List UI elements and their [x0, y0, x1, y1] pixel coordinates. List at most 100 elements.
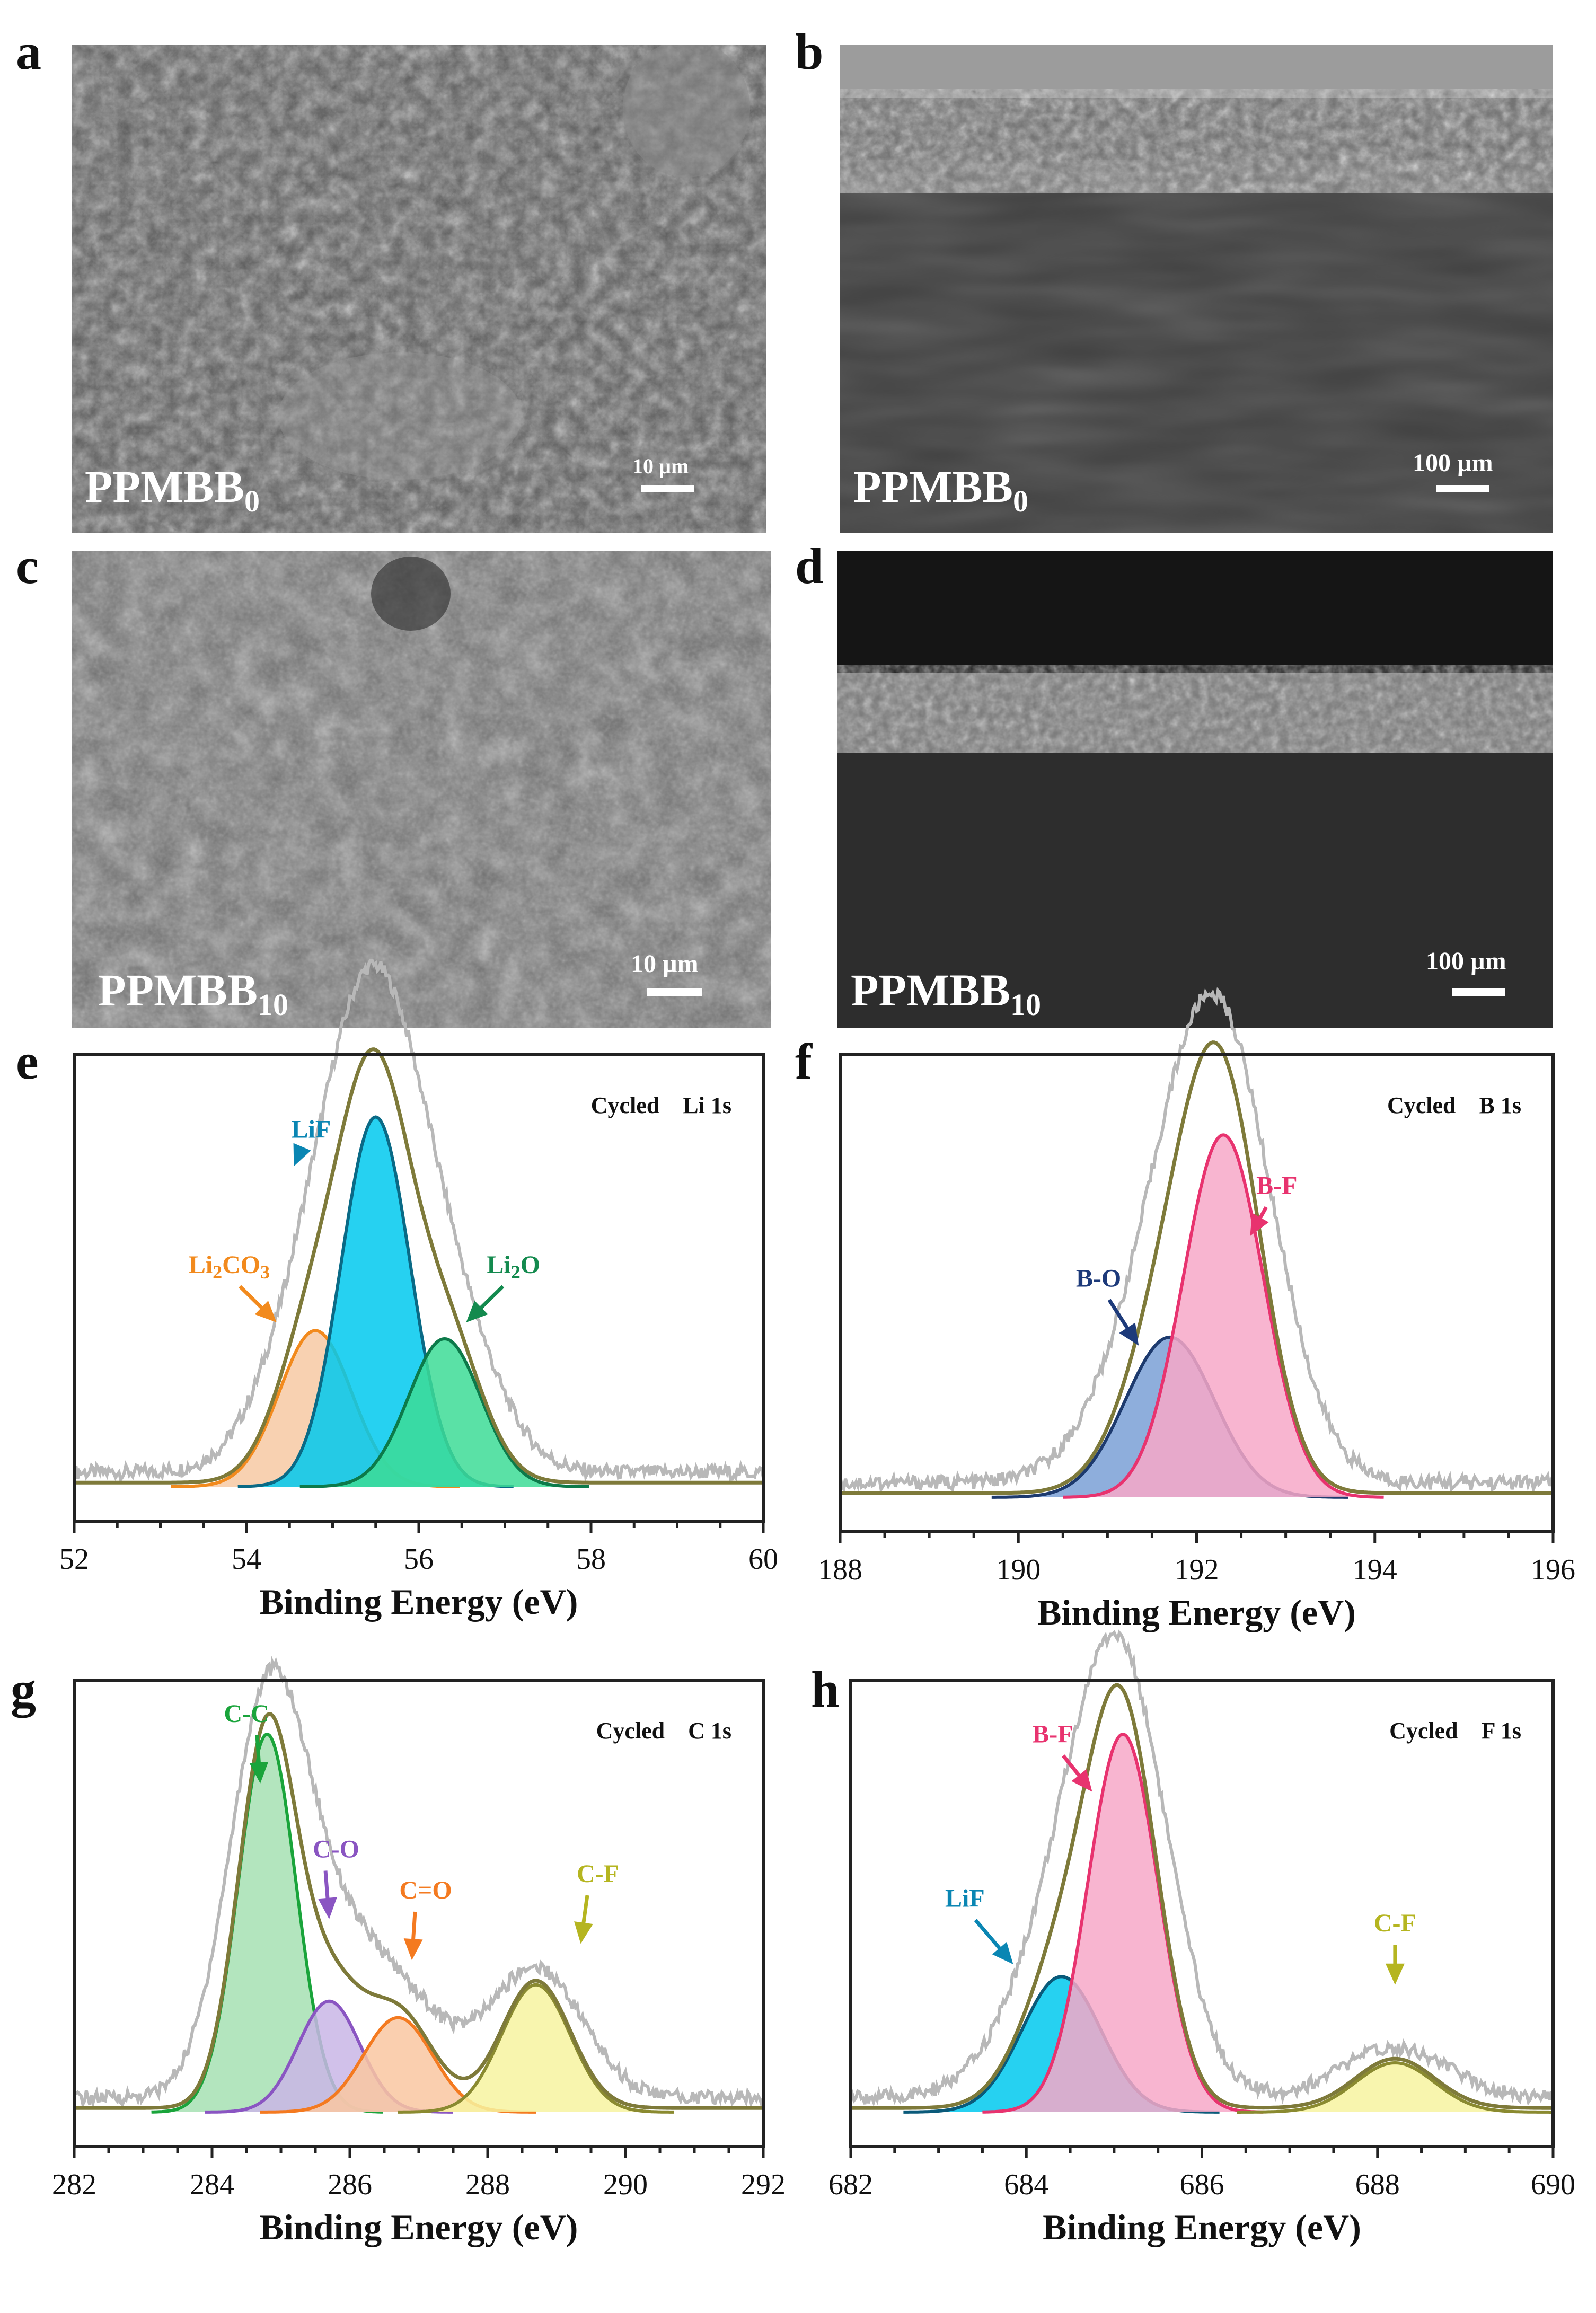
- panel-letter-b: b: [795, 23, 824, 80]
- svg-text:C-F: C-F: [577, 1860, 619, 1888]
- peak-line-c-f: [1237, 2061, 1553, 2114]
- sem-texture-c: [72, 551, 771, 1028]
- sem-texture-a: [72, 45, 766, 533]
- svg-text:Li2CO3: Li2CO3: [189, 1251, 270, 1283]
- sem-texture-b: [840, 45, 1553, 533]
- raw-data-line: [839, 987, 1555, 1495]
- peak-label-b-f: B-F: [1250, 1172, 1297, 1237]
- xps-chart-f1s: 682 684 686 688 690 Binding Energy (eV) Cycled…: [828, 1629, 1575, 2282]
- svg-text:Li2O: Li2O: [487, 1251, 540, 1283]
- scale-text-a: 10 µm: [632, 454, 689, 478]
- peak-fill-b-f: [1063, 1135, 1384, 1497]
- peak-label-c-f: C-F: [574, 1860, 619, 1944]
- xps-chart-li1s: 52 54 56 58 60 Binding Energy (eV) Cycled Li 1…: [59, 958, 778, 1640]
- peak-line-li2o: [299, 1337, 589, 1488]
- scale-text-b: 100 µm: [1413, 449, 1493, 477]
- x-tick-label: 684: [1004, 2168, 1048, 2201]
- panel-letter-a: a: [16, 23, 41, 80]
- peak-fill-lif: [237, 1117, 514, 1487]
- chart-title: Cycled Li 1s: [591, 1092, 731, 1118]
- x-tick-label: 682: [828, 2168, 873, 2201]
- sem-image-a: PPMBB0 10 µm: [72, 45, 766, 533]
- sem-label-a: PPMBB0: [85, 464, 260, 517]
- svg-text:C=O: C=O: [399, 1876, 452, 1904]
- x-tick-label: 56: [404, 1543, 434, 1576]
- xps-chart-b1s: 188 190 192 194 196 Binding Energy (eV) Cycled…: [818, 987, 1575, 1640]
- x-tick-label: 690: [1531, 2168, 1575, 2201]
- peak-fill-c-o: [260, 2017, 536, 2112]
- panel-letter-g: g: [11, 1661, 36, 1718]
- peak-label-b-f: B-F: [1032, 1720, 1092, 1792]
- peak-label-c-c: C-C: [224, 1700, 269, 1784]
- svg-text:C-F: C-F: [1374, 1909, 1416, 1937]
- peak-label-lif: LiF: [292, 1115, 331, 1167]
- x-tick-label: 288: [465, 2168, 510, 2201]
- sample-name-b: PPMBB: [853, 461, 1013, 512]
- raw-data-line: [73, 958, 765, 1484]
- x-tick-label: 290: [603, 2168, 648, 2201]
- svg-text:C-C: C-C: [224, 1700, 269, 1728]
- raw-data-line: [74, 1656, 765, 2110]
- scale-bar-b: [1436, 485, 1489, 492]
- x-axis-label: Binding Energy (eV): [260, 2207, 578, 2247]
- peak-label-lif: LiF: [945, 1885, 1013, 1964]
- svg-text:C-O: C-O: [313, 1835, 359, 1864]
- panel-letter-d: d: [795, 537, 824, 594]
- peak-fill-li2o: [299, 1339, 589, 1487]
- scale-text-d: 100 µm: [1426, 947, 1506, 975]
- x-tick-label: 686: [1180, 2168, 1224, 2201]
- x-tick-label: 194: [1353, 1553, 1397, 1586]
- sample-name-a: PPMBB: [85, 461, 244, 512]
- xps-svg-h: 682 684 686 688 690 Binding Energy (eV) Cycled…: [828, 1629, 1575, 2247]
- x-tick-label: 192: [1175, 1553, 1219, 1586]
- peak-label-li2co3: Li2CO3: [189, 1251, 277, 1322]
- sem-image-c: PPMBB10 10 µm: [72, 551, 771, 1028]
- envelope-line: [74, 1712, 763, 2110]
- scale-bar-d: [1452, 988, 1505, 996]
- envelope-line: [840, 1040, 1553, 1495]
- x-tick-label: 286: [328, 2168, 372, 2201]
- panel-letter-e: e: [16, 1033, 39, 1090]
- sem-image-d: PPMBB10 100 µm: [837, 551, 1553, 1028]
- panel-letter-c: c: [16, 537, 39, 594]
- peak-line-b-f: [1063, 1133, 1384, 1499]
- x-axis-label: Binding Energy (eV): [1037, 1592, 1356, 1632]
- panel-letter-h: h: [811, 1661, 840, 1718]
- x-tick-label: 688: [1355, 2168, 1400, 2201]
- sample-subscript-d: 10: [1010, 987, 1041, 1022]
- x-tick-label: 196: [1531, 1553, 1575, 1586]
- raw-data-line: [849, 1629, 1555, 2107]
- panel-letter-f: f: [795, 1033, 812, 1090]
- envelope-line: [74, 1047, 763, 1485]
- x-tick-label: 52: [59, 1543, 89, 1576]
- peak-fill-c-f: [398, 1984, 674, 2112]
- chart-title: Cycled F 1s: [1389, 1718, 1521, 1744]
- peak-label-c-f: C-F: [1374, 1909, 1416, 1985]
- svg-text:LiF: LiF: [945, 1885, 985, 1913]
- scale-bar-a: [641, 485, 694, 492]
- xps-svg-g: 282 284 286 288 290 292 Binding Energy (eV) Cyc…: [52, 1656, 786, 2247]
- peak-fill-c-f: [1237, 2063, 1553, 2112]
- peak-fill-c-o: [205, 2001, 453, 2112]
- xps-chart-c1s: 282 284 286 288 290 292 Binding Energy (eV) Cyc…: [52, 1656, 786, 2282]
- svg-text:B-F: B-F: [1032, 1720, 1073, 1749]
- scale-text-c: 10 µm: [631, 950, 699, 978]
- x-tick-label: 190: [996, 1553, 1041, 1586]
- sem-label-d: PPMBB10: [851, 967, 1041, 1020]
- scale-bar-c: [647, 988, 702, 996]
- svg-text:B-O: B-O: [1076, 1265, 1121, 1293]
- sample-subscript-c: 10: [257, 987, 288, 1022]
- sample-name-c: PPMBB: [98, 965, 258, 1016]
- peak-line-c-f: [398, 1983, 674, 2114]
- envelope-line: [851, 1683, 1553, 2110]
- x-axis-label: Binding Energy (eV): [260, 1582, 578, 1622]
- sample-subscript-b: 0: [1012, 484, 1028, 519]
- svg-text:B-F: B-F: [1256, 1172, 1297, 1200]
- peak-label-c-o: C=O: [399, 1876, 452, 1961]
- x-tick-label: 54: [232, 1543, 261, 1576]
- peak-fill-c-c: [151, 1734, 383, 2112]
- peak-line-b-f: [982, 1732, 1264, 2114]
- x-tick-label: 58: [576, 1543, 606, 1576]
- peak-label-b-o: B-O: [1076, 1265, 1139, 1346]
- peak-fill-b-f: [982, 1734, 1264, 2112]
